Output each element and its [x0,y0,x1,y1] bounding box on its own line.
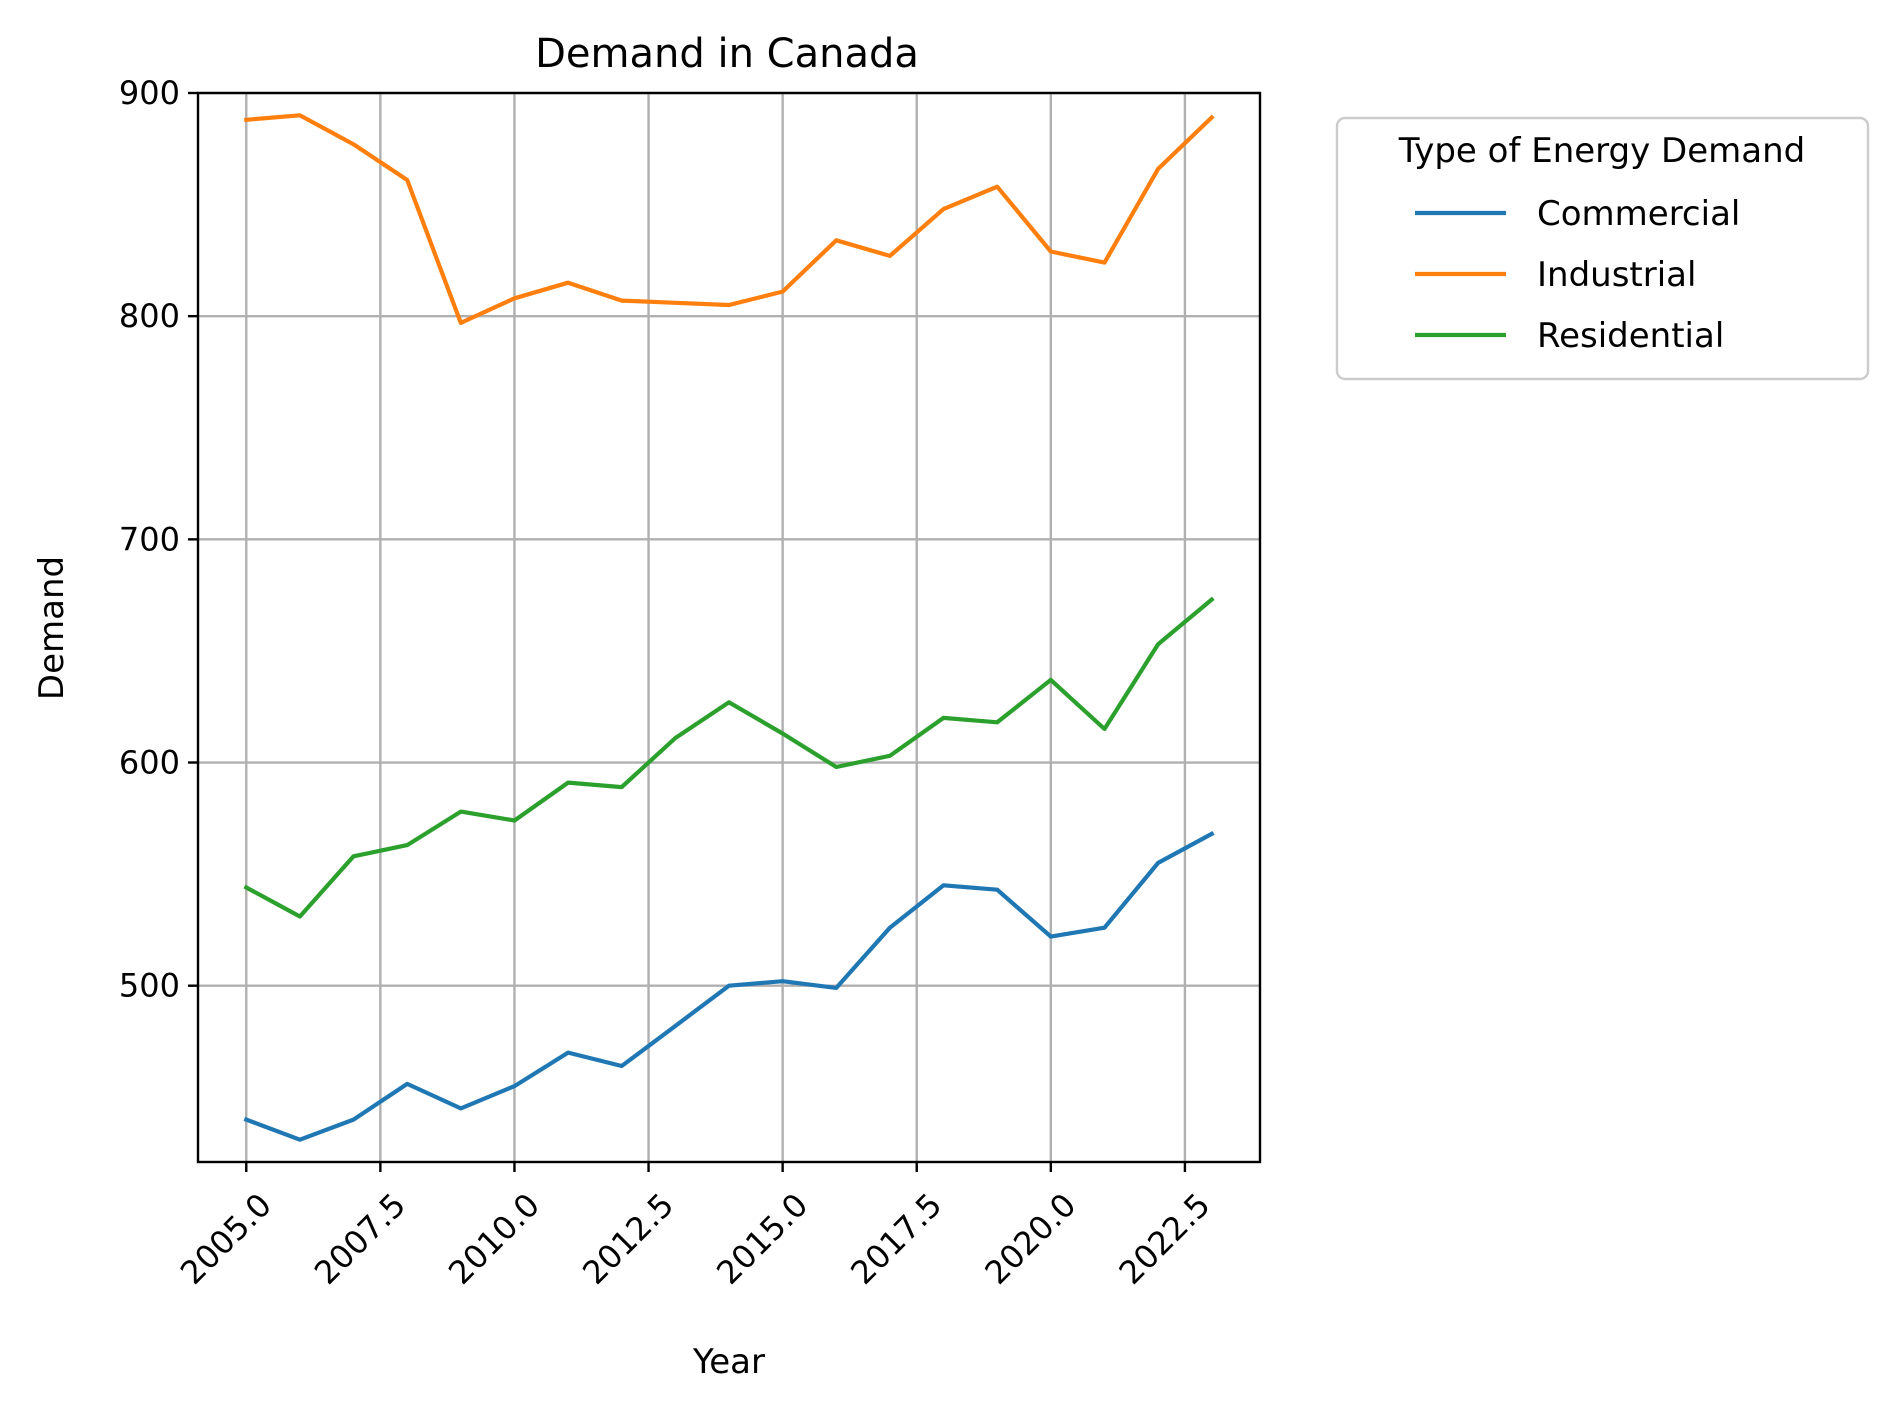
y-axis-label: Demand [32,556,72,700]
x-tick-label: 2010.0 [441,1186,547,1292]
data-point-commercial [1210,832,1214,836]
data-point-industrial [942,207,946,211]
data-point-commercial [512,1084,516,1088]
data-point-commercial [566,1051,570,1055]
y-tick-label: 500 [119,967,180,1005]
data-point-industrial [512,296,516,300]
data-point-residential [1102,727,1106,731]
data-point-residential [888,754,892,758]
data-point-commercial [1049,935,1053,939]
data-point-residential [942,716,946,720]
data-point-commercial [244,1118,248,1122]
data-point-commercial [834,986,838,990]
legend-label-residential: Residential [1537,316,1724,356]
data-point-commercial [620,1064,624,1068]
series-commercial [243,831,1215,1142]
data-point-commercial [995,888,999,892]
data-point-residential [781,732,785,736]
data-point-residential [244,885,248,889]
y-tick-label: 700 [119,520,180,558]
data-point-industrial [352,142,356,146]
series-residential [243,596,1215,919]
data-point-residential [995,720,999,724]
data-point-residential [1210,598,1214,602]
data-point-industrial [995,185,999,189]
data-point-residential [1156,642,1160,646]
data-point-industrial [727,303,731,307]
data-point-industrial [298,113,302,117]
data-point-industrial [405,178,409,182]
data-point-residential [834,765,838,769]
data-point-residential [620,785,624,789]
x-tick-label: 2007.5 [307,1186,413,1292]
data-point-commercial [459,1106,463,1110]
data-point-commercial [942,883,946,887]
y-tick-label: 800 [119,297,180,335]
data-point-industrial [1210,116,1214,120]
legend-title: Type of Energy Demand [1398,131,1806,171]
data-point-commercial [298,1138,302,1142]
data-point-industrial [1156,167,1160,171]
data-point-commercial [888,926,892,930]
data-point-commercial [673,1024,677,1028]
data-point-commercial [405,1082,409,1086]
data-point-industrial [620,299,624,303]
data-point-residential [405,843,409,847]
data-point-commercial [781,979,785,983]
data-point-residential [566,781,570,785]
series-lines [243,113,1215,1142]
legend-entry-commercial: Commercial [1415,194,1740,234]
data-point-industrial [673,301,677,305]
data-point-industrial [459,321,463,325]
series-industrial [244,113,1215,325]
x-tick-label: 2015.0 [709,1186,815,1292]
data-point-industrial [566,281,570,285]
data-point-industrial [244,118,248,122]
x-tick-label: 2020.0 [977,1186,1083,1292]
x-tick-label: 2005.0 [173,1186,279,1292]
data-point-residential [727,700,731,704]
y-tick-label: 900 [119,74,180,112]
data-point-residential [673,736,677,740]
data-point-commercial [1156,861,1160,865]
data-point-residential [1049,678,1053,682]
chart-title: Demand in Canada [535,31,919,77]
data-point-residential [459,810,463,814]
data-point-industrial [888,254,892,258]
data-point-residential [352,854,356,858]
data-point-industrial [834,238,838,242]
x-tick-label: 2022.5 [1111,1186,1217,1292]
legend-label-industrial: Industrial [1537,255,1696,295]
x-tick-label: 2012.5 [575,1186,681,1292]
series-line-residential [243,596,1215,919]
legend-box [1335,116,1870,381]
y-tick-label: 600 [119,744,180,782]
data-point-commercial [727,984,731,988]
data-point-industrial [1049,249,1053,253]
legend-entry-residential: Residential [1415,316,1724,356]
plot-frame [196,91,1262,1164]
x-axis-label: Year [692,1342,765,1382]
x-tick-label: 2017.5 [843,1186,949,1292]
data-point-commercial [352,1118,356,1122]
data-point-industrial [781,290,785,294]
data-point-commercial [1102,926,1106,930]
legend: Type of Energy Demand Commercial Industri… [1335,116,1870,381]
legend-label-commercial: Commercial [1537,194,1740,234]
data-point-industrial [1102,261,1106,265]
data-point-residential [298,915,302,919]
data-point-residential [512,819,516,823]
legend-entries: Commercial Industrial Residential [1415,194,1740,356]
grid [198,91,1260,1162]
legend-entry-industrial: Industrial [1415,255,1696,295]
series-line-industrial [244,113,1215,325]
